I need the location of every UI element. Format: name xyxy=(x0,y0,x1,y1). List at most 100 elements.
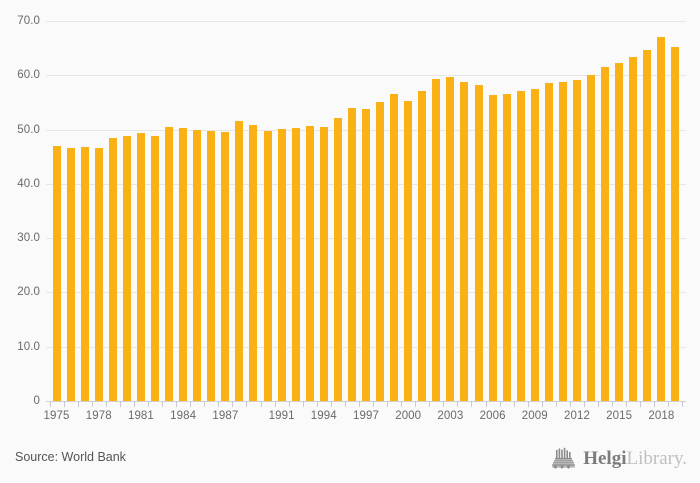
x-axis-tick-label: 1994 xyxy=(310,410,337,422)
bar[interactable] xyxy=(432,78,441,401)
x-axis-tick-mark xyxy=(49,401,51,407)
x-axis-tick-mark xyxy=(176,401,178,407)
x-axis-tick-label: 2006 xyxy=(479,410,506,422)
source-label: Source: World Bank xyxy=(15,450,126,464)
bar[interactable] xyxy=(657,37,666,401)
x-axis-tick-mark xyxy=(499,401,501,407)
bar[interactable] xyxy=(249,124,258,401)
y-axis-tick-label: 30.0 xyxy=(17,232,40,245)
bar[interactable] xyxy=(66,147,75,401)
bar[interactable] xyxy=(615,62,624,401)
x-axis: 1975 1978 1981 1984 1987 1991 1994 1997 2000 2003… xyxy=(43,401,686,435)
x-axis-tick-mark xyxy=(485,401,487,407)
x-axis-tick-label: 2015 xyxy=(606,410,633,422)
bar[interactable] xyxy=(530,89,539,401)
bar[interactable] xyxy=(207,130,216,401)
x-axis-tick-mark xyxy=(626,401,628,407)
y-axis-tick-label: 70.0 xyxy=(17,15,40,27)
logo-name-primary: Helgi xyxy=(583,447,627,469)
x-axis-tick-mark xyxy=(77,401,79,407)
bar[interactable] xyxy=(516,91,525,401)
x-axis-tick-mark xyxy=(598,401,600,407)
bar[interactable] xyxy=(572,79,581,401)
x-axis-tick-mark xyxy=(344,401,346,407)
helgi-library-logo[interactable]: HelgiLibrary. xyxy=(551,445,687,471)
bar[interactable] xyxy=(601,66,610,401)
bar[interactable] xyxy=(305,126,314,401)
bar[interactable] xyxy=(643,50,652,401)
library-building-icon xyxy=(552,447,576,469)
bar[interactable] xyxy=(136,133,145,401)
x-axis-tick-label: 1997 xyxy=(353,410,379,422)
x-axis-tick-label: 1981 xyxy=(127,410,154,422)
x-axis-tick-mark xyxy=(119,401,121,407)
logo-name-suffix: . xyxy=(682,447,687,469)
x-axis-tick-mark xyxy=(63,401,65,407)
gridline xyxy=(46,75,686,77)
bar[interactable] xyxy=(277,128,286,401)
bar[interactable] xyxy=(362,108,370,401)
x-axis-tick-mark xyxy=(358,401,360,407)
x-axis-tick-mark xyxy=(246,401,248,407)
bar[interactable] xyxy=(488,94,497,401)
x-axis-tick-mark xyxy=(232,401,234,407)
bar[interactable] xyxy=(151,135,159,401)
x-axis-tick-label: 2012 xyxy=(563,410,590,422)
gridline xyxy=(46,21,686,22)
bar[interactable] xyxy=(108,137,117,401)
x-axis-tick-mark xyxy=(640,401,642,407)
bar[interactable] xyxy=(165,126,174,401)
bar[interactable] xyxy=(558,81,567,401)
bar[interactable] xyxy=(291,127,300,401)
bar[interactable] xyxy=(179,127,188,401)
bar[interactable] xyxy=(446,77,455,401)
x-axis-tick-label: 1975 xyxy=(43,410,70,422)
bar[interactable] xyxy=(347,107,356,401)
x-axis-tick-mark xyxy=(133,401,135,407)
x-axis-tick-mark xyxy=(668,401,670,407)
bar[interactable] xyxy=(221,132,230,401)
x-axis-tick-mark xyxy=(91,401,93,407)
y-axis-tick-label: 40.0 xyxy=(17,177,40,190)
x-axis-tick-label: 1987 xyxy=(212,410,239,422)
x-axis-tick-mark xyxy=(387,401,389,407)
bar[interactable] xyxy=(376,102,385,401)
x-axis-tick-mark xyxy=(569,401,571,407)
x-axis-tick-mark xyxy=(513,401,515,407)
x-axis-tick-mark xyxy=(260,401,262,407)
x-axis-tick-mark xyxy=(204,401,206,407)
bar[interactable] xyxy=(460,81,469,401)
x-axis-tick-mark xyxy=(555,401,557,407)
bar[interactable] xyxy=(587,75,596,401)
bar[interactable] xyxy=(404,101,413,401)
bar[interactable] xyxy=(52,145,61,401)
bar[interactable] xyxy=(418,90,427,401)
x-axis-tick-mark xyxy=(457,401,459,407)
bar[interactable] xyxy=(474,85,483,401)
x-axis-tick-mark xyxy=(316,401,318,407)
bar[interactable] xyxy=(94,148,103,401)
y-axis-tick-label: 20.0 xyxy=(17,286,40,299)
bar[interactable] xyxy=(502,94,511,401)
x-axis-tick-mark xyxy=(584,401,586,407)
y-axis: 0 10.0 20.0 30.0 40.0 50.0 60.0 70.0 xyxy=(0,0,40,420)
bar[interactable] xyxy=(333,117,342,401)
x-axis-tick-label: 1978 xyxy=(85,410,112,422)
x-axis-tick-label: 1991 xyxy=(268,410,295,422)
bar[interactable] xyxy=(235,121,244,401)
bar[interactable] xyxy=(390,94,399,401)
y-axis-tick-label: 10.0 xyxy=(17,340,40,353)
x-axis-tick-label: 2009 xyxy=(521,410,548,422)
x-axis-tick-mark xyxy=(218,401,220,407)
bar[interactable] xyxy=(263,131,272,401)
bar[interactable] xyxy=(122,135,131,401)
bar[interactable] xyxy=(629,56,638,401)
chart-footer: Source: World Bank xyxy=(0,437,700,483)
y-axis-tick-label: 60.0 xyxy=(17,69,40,82)
plot-area xyxy=(46,21,686,402)
bar[interactable] xyxy=(544,83,553,401)
bar[interactable] xyxy=(80,146,89,401)
bar[interactable] xyxy=(671,46,680,401)
bar[interactable] xyxy=(319,126,328,401)
bar[interactable] xyxy=(193,129,202,401)
